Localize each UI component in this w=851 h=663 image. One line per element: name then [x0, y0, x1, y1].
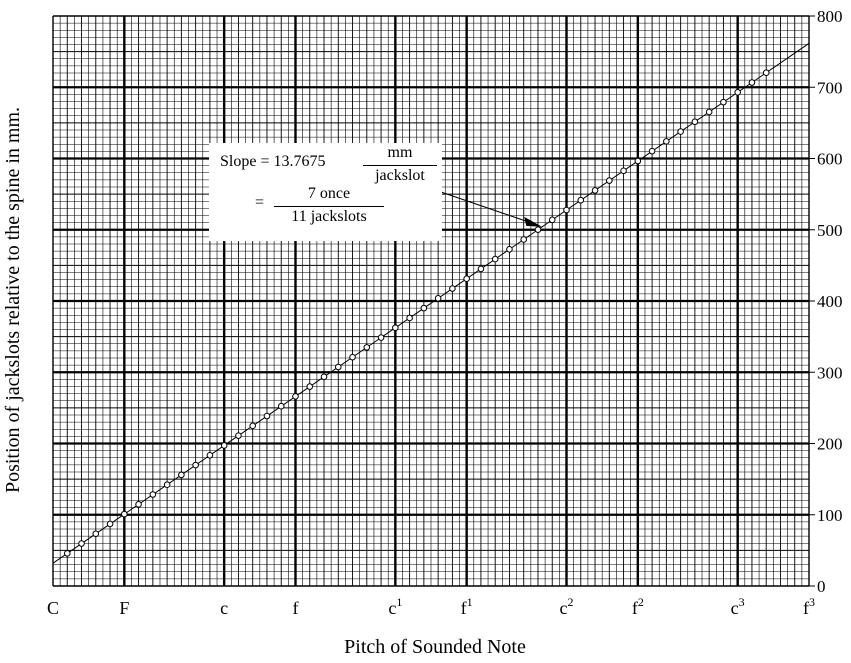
ratio-numerator: 7 once [307, 185, 351, 202]
data-point [463, 275, 470, 283]
data-point [320, 373, 328, 381]
x-tick-label: f [292, 598, 298, 618]
y-tick-labels: 0 100 200 300 400 500 600 700 800 [809, 7, 843, 596]
x-tick-label: c2 [560, 595, 574, 618]
data-point [220, 442, 228, 449]
data-point [506, 245, 513, 253]
data-point [206, 451, 214, 459]
y-tick-label: 500 [817, 221, 843, 240]
data-point [334, 363, 342, 371]
data-point [563, 206, 570, 214]
data-point [277, 402, 285, 410]
data-point [149, 491, 157, 498]
y-tick-label: 300 [817, 363, 843, 382]
data-point [606, 177, 613, 184]
data-point [349, 353, 356, 361]
y-tick-label: 100 [817, 506, 843, 525]
y-tick-label: 400 [817, 292, 843, 311]
x-axis-label: Pitch of Sounded Note [344, 636, 526, 658]
data-point [249, 422, 256, 430]
x-tick-label: C [47, 598, 59, 618]
slope-label: Slope = 13.7675 [220, 153, 326, 170]
annotation-arrow-group [440, 191, 543, 227]
data-point [392, 324, 399, 332]
equals-sign: = [255, 194, 265, 211]
data-point [634, 157, 642, 165]
data-point [263, 412, 271, 420]
data-point [78, 540, 85, 547]
data-point [620, 167, 627, 175]
data-point [548, 216, 556, 224]
ratio-fraction-bar [274, 206, 384, 207]
data-point [477, 265, 485, 273]
data-point [648, 147, 656, 155]
data-point [406, 314, 413, 322]
data-point [92, 530, 100, 538]
slope-unit-numerator: mm [387, 144, 413, 161]
data-point [762, 69, 770, 77]
data-point [449, 285, 456, 292]
y-tick-label: 0 [817, 577, 826, 596]
annotation-arrowhead [524, 216, 543, 227]
y-tick-label: 700 [817, 78, 843, 97]
major-gridlines [52, 15, 810, 587]
data-point [720, 98, 727, 106]
data-point [292, 393, 299, 400]
data-point [306, 383, 314, 390]
data-point [377, 334, 385, 341]
x-tick-label: f2 [632, 595, 644, 618]
data-point [677, 128, 684, 135]
data-point [534, 226, 542, 233]
data-point [106, 520, 114, 528]
data-point [420, 304, 428, 312]
data-point [748, 79, 756, 86]
data-point [591, 187, 599, 194]
slope-unit-fraction-bar [363, 165, 437, 166]
data-point [63, 550, 71, 557]
data-point [734, 89, 741, 96]
x-tick-label: c [220, 598, 228, 618]
data-point [192, 461, 199, 469]
y-axis-label: Position of jackslots relative to the sp… [2, 107, 24, 493]
data-point [121, 510, 128, 518]
slope-annotation: Slope = 13.7675 mm jackslot = 7 once 11 … [209, 143, 442, 241]
data-point [163, 481, 171, 489]
x-tick-label: c3 [731, 595, 745, 618]
data-points [63, 69, 770, 557]
data-point [135, 501, 142, 508]
data-point [577, 196, 585, 204]
data-point [178, 471, 185, 479]
data-point [491, 255, 499, 263]
y-tick-label: 600 [817, 150, 843, 169]
annotation-arrow [440, 191, 529, 223]
data-point [691, 118, 699, 126]
data-point [363, 344, 371, 351]
y-tick-label: 200 [817, 435, 843, 454]
slope-unit-denominator: jackslot [375, 167, 425, 184]
data-point [520, 236, 528, 243]
data-point [434, 295, 442, 302]
x-tick-label: f3 [803, 595, 815, 618]
data-point [235, 432, 242, 439]
data-point [663, 138, 670, 145]
x-tick-label: c1 [388, 595, 402, 618]
x-tick-label: F [119, 598, 129, 618]
x-tick-label: f1 [461, 595, 473, 618]
data-point [705, 108, 713, 116]
ratio-denominator: 11 jackslots [291, 208, 367, 225]
y-tick-label: 800 [817, 7, 843, 26]
